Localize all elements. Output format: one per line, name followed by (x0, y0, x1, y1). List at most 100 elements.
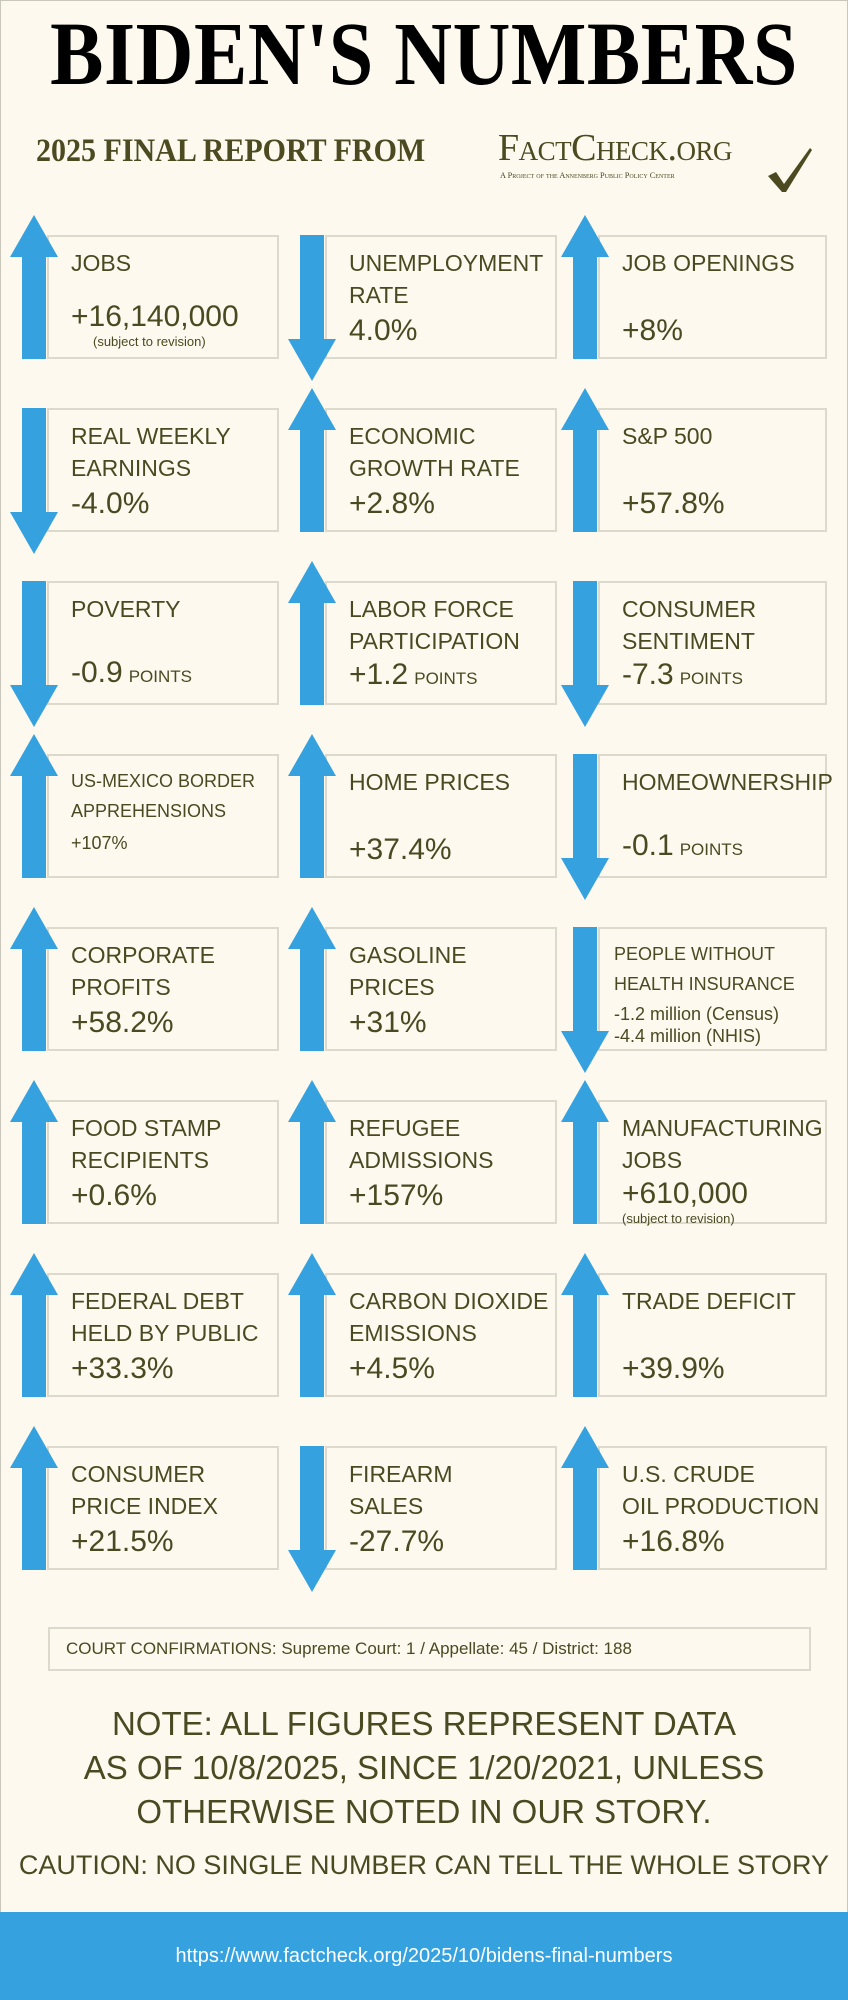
metric-unit: POINTS (679, 840, 743, 859)
metric-value-line: -0.1 POINTS (622, 828, 821, 868)
metric-value-line: +2.8% (349, 486, 551, 522)
arrow-up-icon (10, 734, 58, 878)
metric-value-line: +107% (71, 832, 273, 854)
metric-box: MANUFACTURING JOBS +610,000 (subject to rev… (598, 1100, 827, 1226)
caution: CAUTION: NO SINGLE NUMBER CAN TELL THE W… (18, 1850, 830, 1880)
metric-label: U.S. CRUDE (622, 1461, 755, 1487)
metric-label: POVERTY (71, 596, 181, 622)
metric-value-secondary: -4.4 million (NHIS) (614, 1026, 762, 1046)
metric-label: CONSUMER (71, 1461, 206, 1487)
metric-value: +610,000 (622, 1177, 748, 1210)
metric-label: TRADE DEFICIT (622, 1288, 796, 1314)
metric-label: CORPORATE (71, 942, 215, 968)
metric-box: CORPORATE PROFITS +58.2% (47, 927, 279, 1051)
metric-box: HOMEOWNERSHIP -0.1 POINTS (598, 754, 833, 878)
metric-value: +58.2% (71, 1006, 174, 1039)
metric-value-line: +21.5% (71, 1524, 273, 1560)
arrow-up-icon (288, 1253, 336, 1397)
metric-value: +21.5% (71, 1525, 174, 1558)
metric-box: CONSUMER PRICE INDEX +21.5% (47, 1446, 279, 1570)
metric-value-line: +16,140,000 (71, 299, 273, 335)
metric-box: JOB OPENINGS +8% (598, 235, 827, 359)
metric-unit: POINTS (679, 669, 743, 688)
metric-box: REFUGEE ADMISSIONS +157% (325, 1100, 557, 1224)
metric-label: PRICE INDEX (71, 1493, 218, 1519)
arrow-down-icon (288, 235, 336, 381)
metric-value: +107% (71, 833, 128, 853)
metric-label: PROFITS (71, 974, 171, 1000)
metric-label: PRICES (349, 974, 435, 1000)
metric-value: -27.7% (349, 1525, 445, 1558)
note: NOTE: ALL FIGURES REPRESENT DATA AS OF 1… (0, 1702, 848, 1834)
note-line: AS OF 10/8/2025, SINCE 1/20/2021, UNLESS (83, 1749, 765, 1786)
metric-box: FOOD STAMP RECIPIENTS +0.6% (47, 1100, 279, 1224)
metric-box: UNEMPLOYMENT RATE 4.0% (325, 235, 557, 359)
page-title: BIDEN'S NUMBERS (50, 5, 798, 105)
metric-value: -0.9 (71, 656, 123, 689)
checkmark-icon (768, 148, 812, 192)
metric-box: S&P 500 +57.8% (598, 408, 827, 532)
metric-box: PEOPLE WITHOUT HEALTH INSURANCE -1.2 milli… (598, 927, 827, 1051)
arrow-down-icon (10, 581, 58, 727)
metric-label: EMISSIONS (349, 1320, 477, 1346)
metric-box: GASOLINE PRICES +31% (325, 927, 557, 1051)
metric-label: GASOLINE (349, 942, 467, 968)
metric-value-line: -0.9 POINTS (71, 655, 273, 695)
arrow-up-icon (10, 1253, 58, 1397)
metric-unit: POINTS (128, 667, 192, 686)
arrow-up-icon (561, 1253, 609, 1397)
metric-value: -1.2 million (Census) (614, 1004, 780, 1024)
note-line: NOTE: ALL FIGURES REPRESENT DATA (111, 1705, 737, 1742)
arrow-up-icon (561, 1080, 609, 1224)
metric-label: ECONOMIC (349, 423, 476, 449)
arrow-down-icon (561, 754, 609, 900)
metric-value-line: 4.0% (349, 313, 551, 349)
metric-value: +0.6% (71, 1179, 157, 1212)
metric-value: +37.4% (349, 833, 452, 866)
metric-label: HOMEOWNERSHIP (622, 769, 833, 795)
metric-value: +16.8% (622, 1525, 725, 1558)
metric-label: REFUGEE (349, 1115, 461, 1141)
metric-value: +2.8% (349, 487, 435, 520)
metric-box: REAL WEEKLY EARNINGS -4.0% (47, 408, 279, 532)
metric-label: GROWTH RATE (349, 455, 520, 481)
page-subtitle: 2025 FINAL REPORT FROM (36, 132, 426, 169)
metric-value: +33.3% (71, 1352, 174, 1385)
metric-label: CONSUMER (622, 596, 757, 622)
arrow-up-icon (561, 1426, 609, 1570)
metric-box: FIREARM SALES -27.7% (325, 1446, 557, 1570)
metric-value-line: +16.8% (622, 1524, 821, 1560)
metric-label: PARTICIPATION (349, 628, 520, 654)
metric-label: EARNINGS (71, 455, 192, 481)
metric-value-line: +39.9% (622, 1351, 821, 1387)
arrow-down-icon (561, 927, 609, 1073)
metric-label: FOOD STAMP (71, 1115, 222, 1141)
metric-label: HELD BY PUBLIC (71, 1320, 259, 1346)
metric-value: +157% (349, 1179, 444, 1212)
metric-value-line: +610,000 (622, 1176, 821, 1212)
metric-note: (subject to revision) (93, 334, 206, 349)
arrow-down-icon (561, 581, 609, 727)
metric-label: SENTIMENT (622, 628, 755, 654)
metric-label: CARBON DIOXIDE (349, 1288, 549, 1314)
metric-value: +31% (349, 1006, 427, 1039)
metric-value: +8% (622, 314, 683, 347)
metric-value-line: +1.2 POINTS (349, 657, 551, 697)
metric-label: SALES (349, 1493, 424, 1519)
story-link[interactable]: https://www.factcheck.org/2025/10/bidens… (175, 1945, 673, 1967)
metric-value-line: -1.2 million (Census) (614, 1003, 821, 1025)
arrow-up-icon (561, 215, 609, 359)
metric-label: RECIPIENTS (71, 1147, 210, 1173)
metric-value-line: -7.3 POINTS (622, 657, 821, 697)
metric-value: -0.1 (622, 829, 674, 862)
metric-box: JOBS +16,140,000 (subject to revision) (47, 235, 279, 359)
metric-box: CONSUMER SENTIMENT -7.3 POINTS (598, 581, 827, 705)
arrow-up-icon (10, 1426, 58, 1570)
metric-box: POVERTY -0.9 POINTS (47, 581, 279, 705)
metric-box: LABOR FORCE PARTICIPATION +1.2 POINTS (325, 581, 557, 705)
metric-box: U.S. CRUDE OIL PRODUCTION +16.8% (598, 1446, 827, 1570)
metric-value-line: +4.5% (349, 1351, 551, 1387)
footer-bar: https://www.factcheck.org/2025/10/bidens… (0, 1912, 848, 2000)
metric-box: ECONOMIC GROWTH RATE +2.8% (325, 408, 557, 532)
metric-label: FEDERAL DEBT (71, 1288, 244, 1314)
